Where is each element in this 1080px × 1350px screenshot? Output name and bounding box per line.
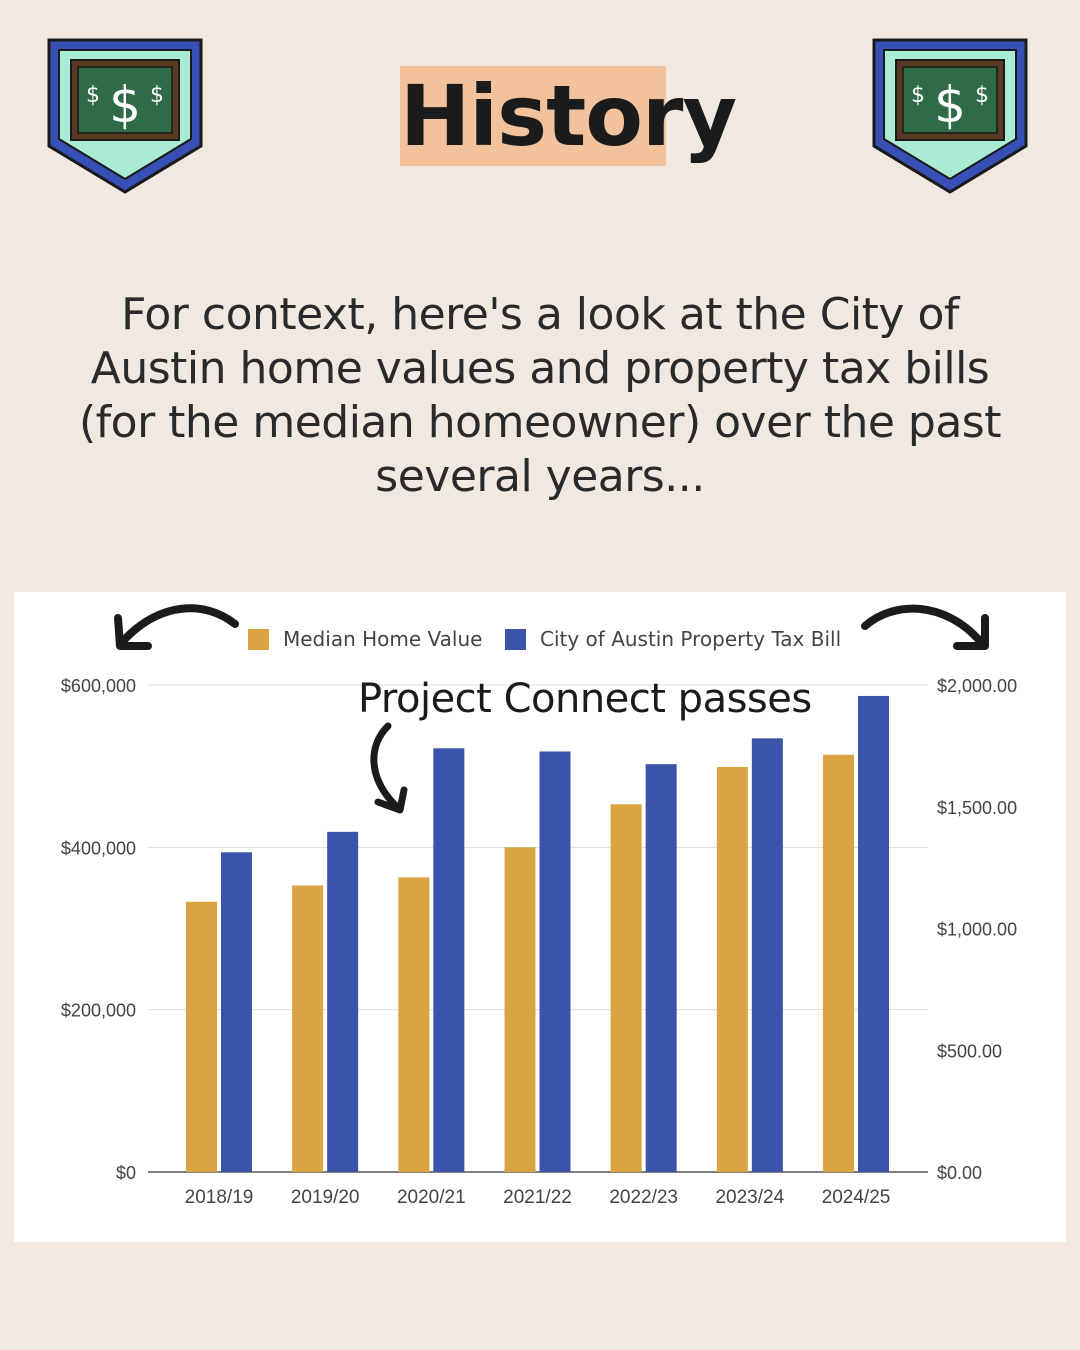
legend-label-tax-bill: City of Austin Property Tax Bill xyxy=(540,627,842,651)
x-tick-label: 2023/24 xyxy=(715,1187,784,1208)
y-left-tick-label: $600,000 xyxy=(61,676,136,696)
curved-arrow-down-icon xyxy=(370,722,408,814)
curved-arrow-right-icon xyxy=(861,604,989,650)
bar-tax-bill xyxy=(858,695,889,1172)
legend-swatch-home-value xyxy=(248,628,269,650)
bar-tax-bill xyxy=(221,852,252,1172)
x-tick-label: 2024/25 xyxy=(822,1187,891,1208)
annotation-text: Project Connect passes xyxy=(358,676,812,722)
bar-home-value xyxy=(504,847,536,1172)
bar-tax-bill xyxy=(751,738,783,1172)
legend-swatch-tax-bill xyxy=(505,628,526,650)
svg-text:$: $ xyxy=(975,83,989,108)
svg-text:$: $ xyxy=(86,83,100,108)
x-tick-label: 2019/20 xyxy=(291,1187,360,1208)
x-tick-label: 2022/23 xyxy=(609,1187,678,1208)
y-left-tick-label: $200,000 xyxy=(61,1001,136,1021)
y-right-tick-label: $500.00 xyxy=(937,1041,1002,1061)
y-left-tick-label: $0 xyxy=(116,1163,136,1183)
bar-home-value xyxy=(292,885,324,1172)
bar-home-value xyxy=(823,754,854,1172)
legend-label-home-value: Median Home Value xyxy=(283,627,483,651)
bar-tax-bill xyxy=(327,831,359,1172)
bar-home-value xyxy=(716,766,748,1172)
y-right-tick-label: $1,000.00 xyxy=(937,920,1017,940)
x-tick-label: 2018/19 xyxy=(185,1187,254,1208)
x-tick-label: 2021/22 xyxy=(503,1187,572,1208)
svg-text:$: $ xyxy=(109,76,141,134)
bar-tax-bill xyxy=(539,751,571,1172)
x-tick-label: 2020/21 xyxy=(397,1187,466,1208)
dollar-chalkboard-icon: $ $ $ xyxy=(47,38,203,194)
bar-home-value xyxy=(398,877,430,1172)
bar-tax-bill xyxy=(433,748,465,1172)
y-right-tick-label: $0.00 xyxy=(937,1163,982,1183)
bar-tax-bill xyxy=(645,764,677,1172)
y-left-tick-label: $400,000 xyxy=(61,838,136,858)
svg-text:$: $ xyxy=(934,76,966,134)
bar-home-value xyxy=(186,901,217,1172)
svg-text:$: $ xyxy=(911,83,925,108)
intro-text: For context, here's a look at the City o… xyxy=(79,289,1001,502)
bar-home-value xyxy=(610,804,642,1172)
legend-tax-bill: City of Austin Property Tax Bill xyxy=(505,626,841,652)
curved-arrow-left-icon xyxy=(114,604,239,650)
svg-text:$: $ xyxy=(150,83,164,108)
y-right-tick-label: $1,500.00 xyxy=(937,798,1017,818)
dollar-chalkboard-icon: $ $ $ xyxy=(872,38,1028,194)
legend-home-value: Median Home Value xyxy=(248,626,482,652)
y-right-tick-label: $2,000.00 xyxy=(937,676,1017,696)
